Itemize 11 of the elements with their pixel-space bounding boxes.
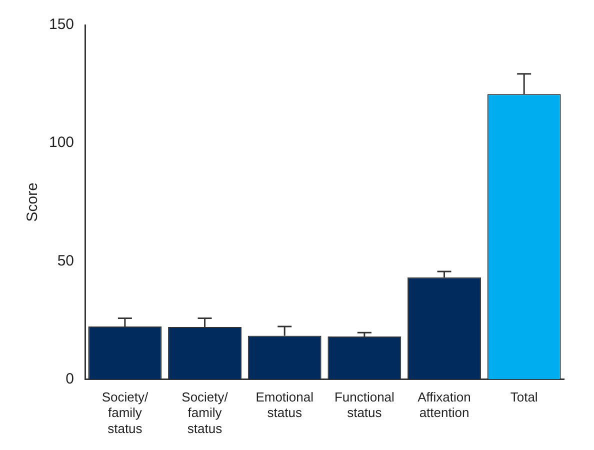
x-tick-label: Functional status bbox=[334, 390, 395, 420]
y-tick-label: 150 bbox=[48, 16, 74, 34]
y-tick-label: 100 bbox=[48, 134, 74, 152]
x-tick-label: Affixation attention bbox=[418, 390, 471, 420]
y-tick-label: 50 bbox=[57, 252, 74, 270]
y-axis-title: Score bbox=[24, 182, 42, 222]
y-tick-label: 0 bbox=[66, 370, 74, 388]
x-tick-label: Society/ family status bbox=[102, 390, 148, 436]
x-tick-label: Total bbox=[510, 390, 538, 405]
x-tick-label: Emotional status bbox=[256, 390, 314, 420]
x-tick-label: Society/ family status bbox=[182, 390, 228, 436]
